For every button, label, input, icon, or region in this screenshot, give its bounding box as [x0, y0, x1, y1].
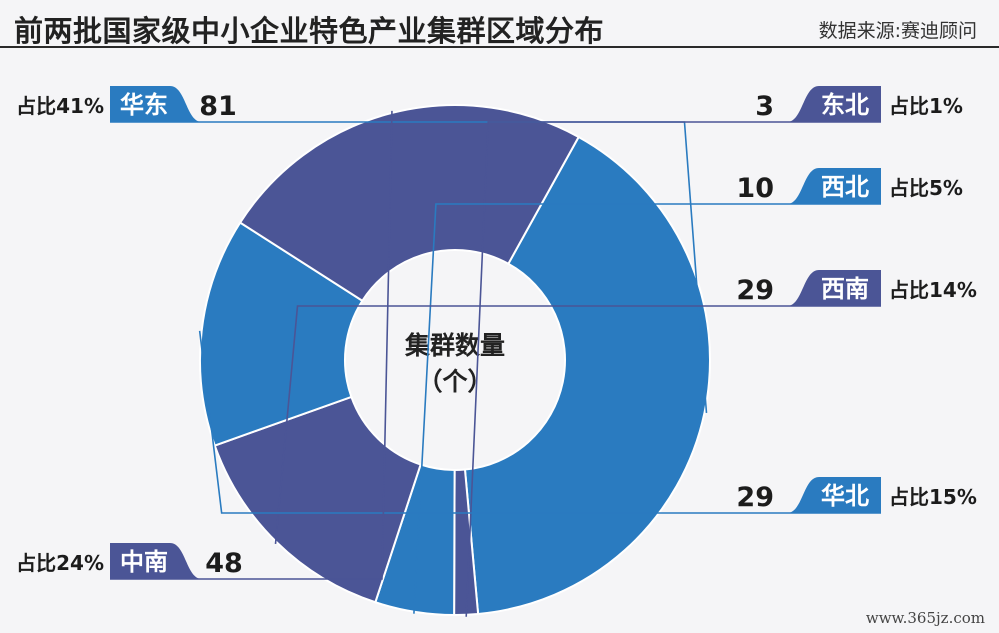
region-name: 华北	[821, 482, 869, 510]
slice-value: 29	[736, 482, 774, 513]
slice-share: 占比1%	[889, 94, 963, 118]
region-name: 西南	[821, 275, 869, 303]
slice-value: 81	[199, 91, 237, 122]
region-tab	[110, 86, 202, 122]
chart-title: 前两批国家级中小企业特色产业集群区域分布	[14, 14, 605, 48]
donut-slice	[213, 395, 422, 604]
donut-slice	[199, 221, 364, 447]
title-rule	[0, 46, 999, 48]
region-tab	[787, 168, 881, 204]
slice-value: 48	[205, 548, 243, 579]
region-name: 中南	[120, 548, 168, 576]
watermark: www.365jz.com	[865, 609, 985, 627]
center-label: （个）	[417, 367, 492, 396]
leader-line	[274, 305, 881, 545]
region-name: 华东	[120, 91, 168, 119]
donut-slice	[463, 135, 711, 616]
slice-share: 占比14%	[889, 278, 977, 302]
center-label: 集群数量	[404, 331, 505, 360]
region-tab	[110, 543, 202, 579]
slice-share: 占比5%	[889, 176, 963, 200]
region-tab	[787, 477, 881, 513]
slice-share: 占比24%	[16, 551, 104, 575]
leader-line	[413, 203, 881, 614]
slice-value: 3	[755, 91, 774, 122]
slice-value: 29	[736, 275, 774, 306]
region-tab	[787, 270, 881, 306]
region-tab	[787, 86, 881, 122]
region-name: 西北	[821, 173, 869, 201]
slice-value: 10	[736, 173, 774, 204]
slice-share: 占比41%	[16, 94, 104, 118]
donut-slice	[238, 104, 580, 303]
leader-line	[198, 330, 881, 514]
region-name: 东北	[821, 91, 869, 119]
slice-share: 占比15%	[889, 485, 977, 509]
data-source: 数据来源:赛迪顾问	[818, 20, 977, 42]
leader-line	[465, 121, 881, 617]
